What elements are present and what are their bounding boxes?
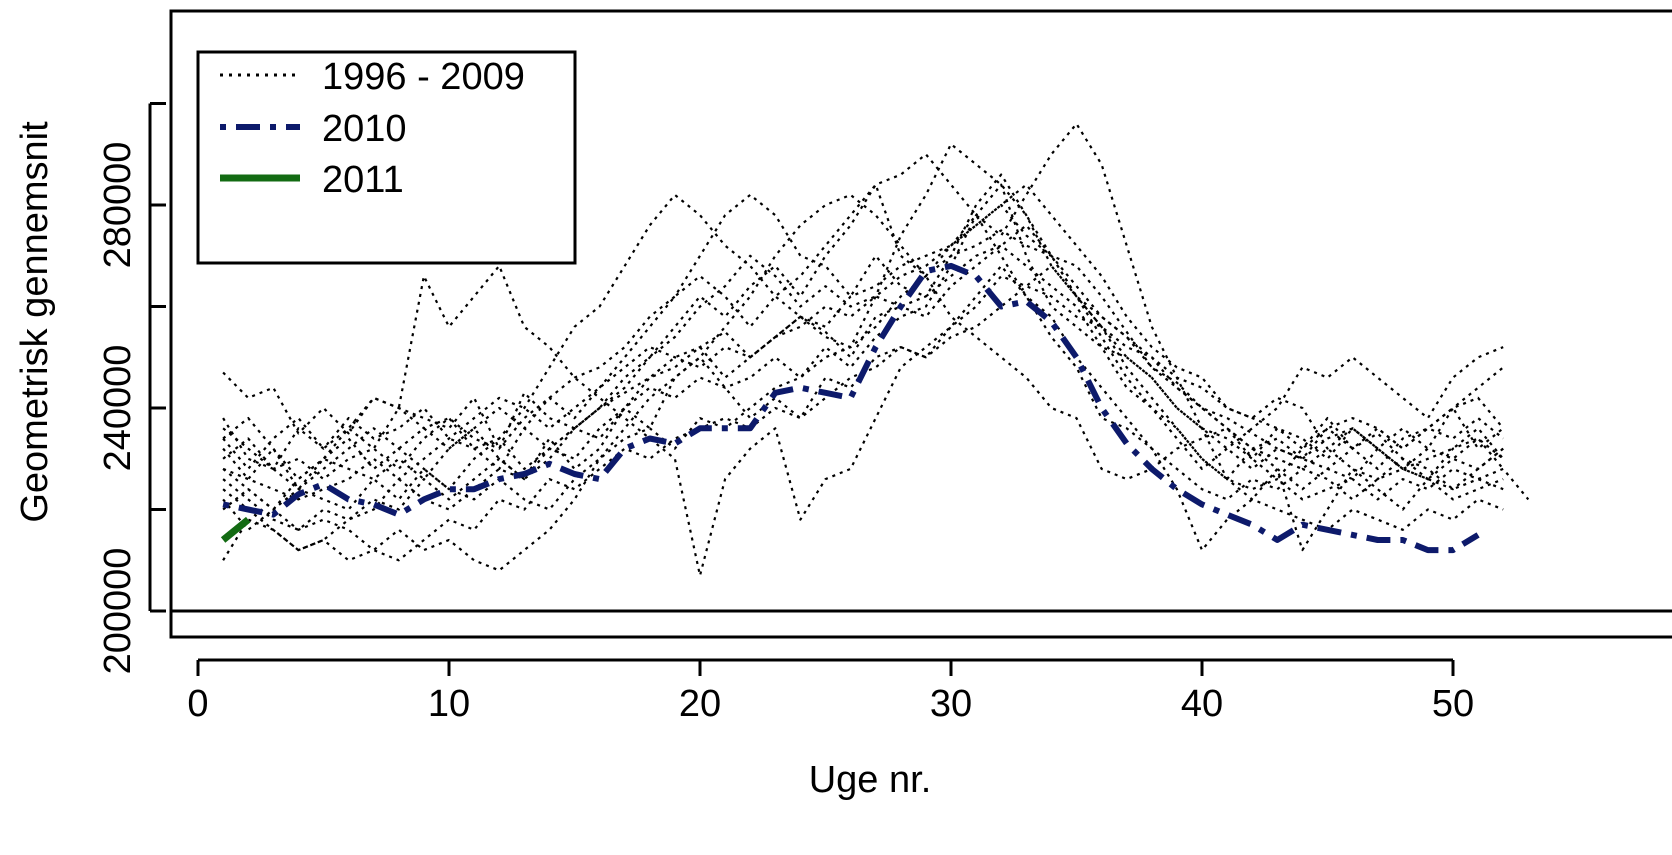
x-axis: 0 10 20 30 40 50 [187,658,1474,725]
series-line [222,262,1480,554]
series-15-2011 [220,516,251,543]
series-line [222,153,1504,511]
series-line [220,516,251,543]
legend-box [196,50,577,265]
x-tick-label-10: 10 [428,683,470,725]
legend-label-2010: 2010 [322,108,407,150]
series-6-1996-2009 [222,224,1504,561]
series-line [222,264,1504,577]
y-tick-label-280000: 280000 [97,142,139,269]
plot-frame [169,9,1672,639]
series-line [222,193,1505,572]
x-axis-title: Uge nr. [809,759,932,801]
series-layer [220,122,1530,577]
x-tick-label-0: 0 [187,683,208,725]
series-line [222,122,1504,531]
series-line [222,264,1530,562]
legend-label-1996-2009: 1996 - 2009 [322,56,525,98]
x-tick-label-40: 40 [1181,683,1223,725]
series-line [222,224,1504,561]
y-tick-label-200000: 200000 [97,548,139,675]
series-8-1996-2009 [222,193,1504,501]
series-line [222,193,1504,501]
series-12-1996-2009 [222,143,1504,491]
series-2-1996-2009 [222,275,1505,491]
series-line [222,183,1505,531]
x-tick-label-30: 30 [930,683,972,725]
series-7-1996-2009 [222,264,1530,562]
legend: 1996 - 2009 2010 2011 [196,50,577,265]
series-line [222,143,1504,491]
series-14-2010 [222,262,1480,554]
legend-label-2011: 2011 [322,159,404,201]
y-axis-title: Geometrisk gennemsnit [14,121,56,523]
series-5-1996-2009 [222,183,1505,531]
series-line [222,275,1505,491]
series-line [222,183,1504,470]
x-tick-label-50: 50 [1432,683,1474,725]
x-tick-label-20: 20 [679,683,721,725]
y-tick-label-240000: 240000 [97,345,139,472]
y-axis: 200000 240000 280000 [97,102,166,675]
